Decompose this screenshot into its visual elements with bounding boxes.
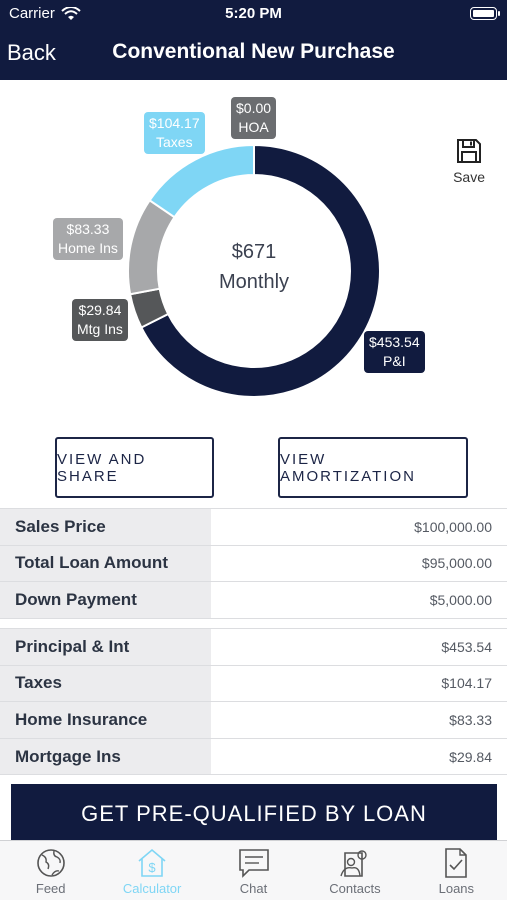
status-time: 5:20 PM	[225, 5, 282, 22]
wifi-icon	[61, 6, 81, 20]
table-row: Down Payment $5,000.00	[0, 582, 507, 619]
payment-breakdown-table: Principal & Int $453.54 Taxes $104.17 Ho…	[0, 628, 507, 776]
table-row: Home Insurance $83.33	[0, 702, 507, 739]
page-title: Conventional New Purchase	[112, 40, 395, 63]
payment-donut-chart: $671 Monthly $0.00 HOA $104.17 Taxes $83.3…	[0, 80, 507, 430]
slice-label-taxes: $104.17 Taxes	[144, 112, 205, 154]
tab-loans[interactable]: Loans	[406, 841, 507, 900]
view-and-share-button[interactable]: VIEW AND SHARE	[55, 437, 214, 498]
header: Carrier 5:20 PM Back Conventional New Pu…	[0, 0, 507, 80]
contacts-icon	[340, 850, 367, 877]
slice-label-home-ins: $83.33 Home Ins	[53, 218, 123, 260]
slice-label-mtg-ins: $29.84 Mtg Ins	[72, 299, 128, 341]
tab-calculator[interactable]: $ Calculator	[101, 841, 202, 900]
slice-label-pi: $453.54 P&I	[364, 331, 425, 373]
chat-icon	[238, 849, 269, 878]
calculator-house-icon: $	[138, 848, 166, 877]
table-row: Total Loan Amount $95,000.00	[0, 545, 507, 583]
monthly-amount: $671	[231, 241, 277, 263]
donut-slice-taxes	[148, 143, 255, 219]
loan-summary-table: Sales Price $100,000.00 Total Loan Amoun…	[0, 508, 507, 619]
monthly-label: Monthly	[218, 271, 290, 293]
tab-bar: Feed $ Calculator Chat Contacts	[0, 840, 507, 900]
svg-text:$: $	[148, 860, 156, 875]
save-button[interactable]: Save	[453, 138, 485, 185]
table-row: Taxes $104.17	[0, 665, 507, 703]
donut-slice-p-i	[140, 143, 381, 398]
floppy-disk-icon	[457, 139, 482, 163]
status-carrier: Carrier	[9, 5, 81, 22]
get-pre-qualified-button[interactable]: GET PRE-QUALIFIED BY LOAN	[11, 784, 497, 844]
tab-chat[interactable]: Chat	[203, 841, 304, 900]
tab-feed[interactable]: Feed	[0, 841, 101, 900]
table-row: Principal & Int $453.54	[0, 629, 507, 666]
donut-svg	[127, 143, 381, 398]
view-amortization-button[interactable]: VIEW AMORTIZATION	[278, 437, 468, 498]
tab-contacts[interactable]: Contacts	[304, 841, 405, 900]
table-row: Sales Price $100,000.00	[0, 509, 507, 546]
table-row: Mortgage Ins $29.84	[0, 738, 507, 776]
back-button[interactable]: Back	[7, 40, 56, 65]
slice-label-hoa: $0.00 HOA	[231, 97, 277, 139]
globe-icon	[36, 849, 65, 877]
battery-icon	[470, 7, 500, 20]
loans-icon	[445, 848, 468, 878]
